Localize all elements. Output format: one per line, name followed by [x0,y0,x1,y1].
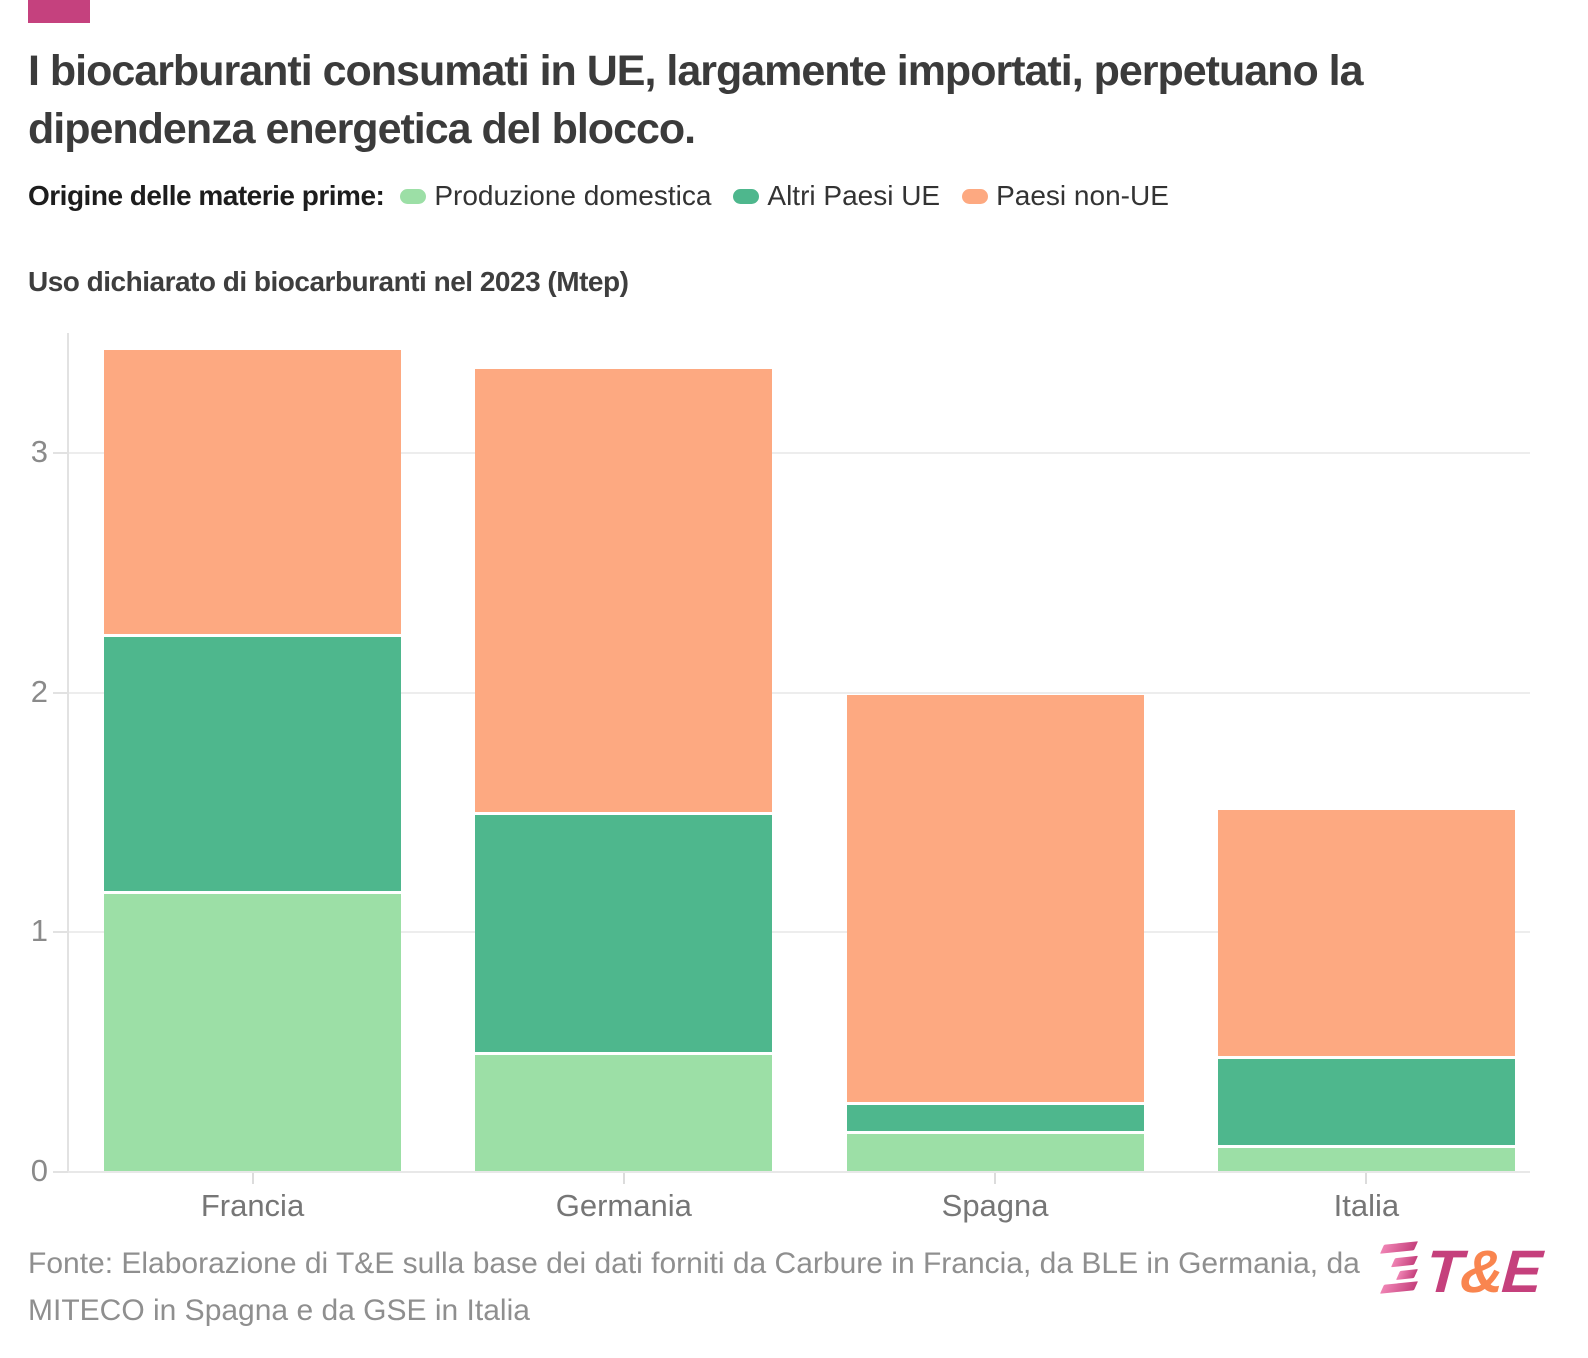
legend-items: Produzione domestica Altri Paesi UE Paesi … [400,180,1191,212]
te-logo-stripes-icon [1372,1241,1419,1301]
te-logo-stripe [1390,1255,1419,1268]
legend-item-altri-paesi-ue: Altri Paesi UE [733,180,940,212]
legend-item-label: Altri Paesi UE [767,180,941,211]
y-axis-label-2: 2 [30,673,48,709]
y-axis-tick-0 [53,1171,68,1173]
legend-item-produzione-domestica: Produzione domestica [400,180,711,212]
segment-italia-altri-paesi-ue [1217,1059,1515,1149]
chart-headline: I biocarburanti consumati in UE, largame… [28,47,1364,153]
segment-germania-altri-paesi-ue [475,814,773,1055]
segment-spagna-paesi-non-ue [846,694,1144,1105]
y-axis-label-1: 1 [30,913,48,949]
x-axis-label-francia: Francia [200,1188,305,1223]
legend-item-label: Paesi non-UE [996,180,1169,211]
x-axis-tick-francia [251,1173,254,1184]
te-logo-stripe [1379,1281,1419,1294]
legend-item-label: Produzione domestica [434,180,712,211]
y-axis-tick-2 [53,691,68,694]
legend-swatch-icon [733,188,760,204]
te-logo-ampersand: & [1458,1238,1505,1305]
bar-italia [1217,333,1515,1172]
gridline-y-3 [68,451,1530,454]
segment-germania-paesi-non-ue [475,369,773,815]
segment-italia-paesi-non-ue [1217,810,1515,1060]
bar-francia [104,333,401,1172]
y-axis-tick-1 [53,931,68,934]
source-note: Fonte: Elaborazione di T&E sulla base de… [28,1247,1360,1327]
segment-spagna-altri-paesi-ue [846,1104,1144,1134]
legend-swatch-icon [962,188,989,204]
x-axis-label-spagna: Spagna [941,1188,1049,1223]
y-axis-tick-3 [53,451,68,454]
bar-spagna [846,333,1144,1172]
legend-label: Origine delle materie prime: [28,180,385,211]
segment-spagna-produzione-domestica [846,1133,1144,1172]
gridline-y-2 [68,691,1530,694]
x-axis-baseline [68,1171,1530,1173]
segment-francia-paesi-non-ue [104,349,401,638]
y-axis-line [67,333,69,1173]
te-logo-letter-t: T [1423,1238,1464,1305]
x-axis-tick-spagna [994,1173,997,1184]
x-axis-label-germania: Germania [555,1188,692,1223]
te-logo-stripe [1395,1269,1419,1280]
te-logo: T&E [1372,1238,1543,1305]
x-axis-label-italia: Italia [1333,1188,1400,1223]
bar-germania [475,333,773,1172]
y-axis-label-3: 3 [30,433,48,469]
te-logo-text: T&E [1424,1238,1543,1305]
segment-francia-altri-paesi-ue [104,637,401,894]
y-axis-label-0: 0 [30,1153,48,1188]
brand-kicker-bar [28,0,90,23]
te-logo-letter-e: E [1499,1238,1543,1305]
x-axis-tick-germania [622,1173,625,1184]
te-logo-stripe [1379,1241,1419,1254]
legend-item-paesi-non-ue: Paesi non-UE [962,180,1169,212]
legend-swatch-icon [400,188,427,204]
legend: Origine delle materie prime: Produzione … [28,180,1191,212]
x-axis-tick-italia [1365,1173,1368,1184]
segment-germania-produzione-domestica [475,1054,773,1172]
segment-italia-produzione-domestica [1217,1148,1515,1172]
segment-francia-produzione-domestica [104,893,401,1172]
gridline-y-1 [68,931,1530,934]
chart-subtitle: Uso dichiarato di biocarburanti nel 2023… [28,266,629,297]
